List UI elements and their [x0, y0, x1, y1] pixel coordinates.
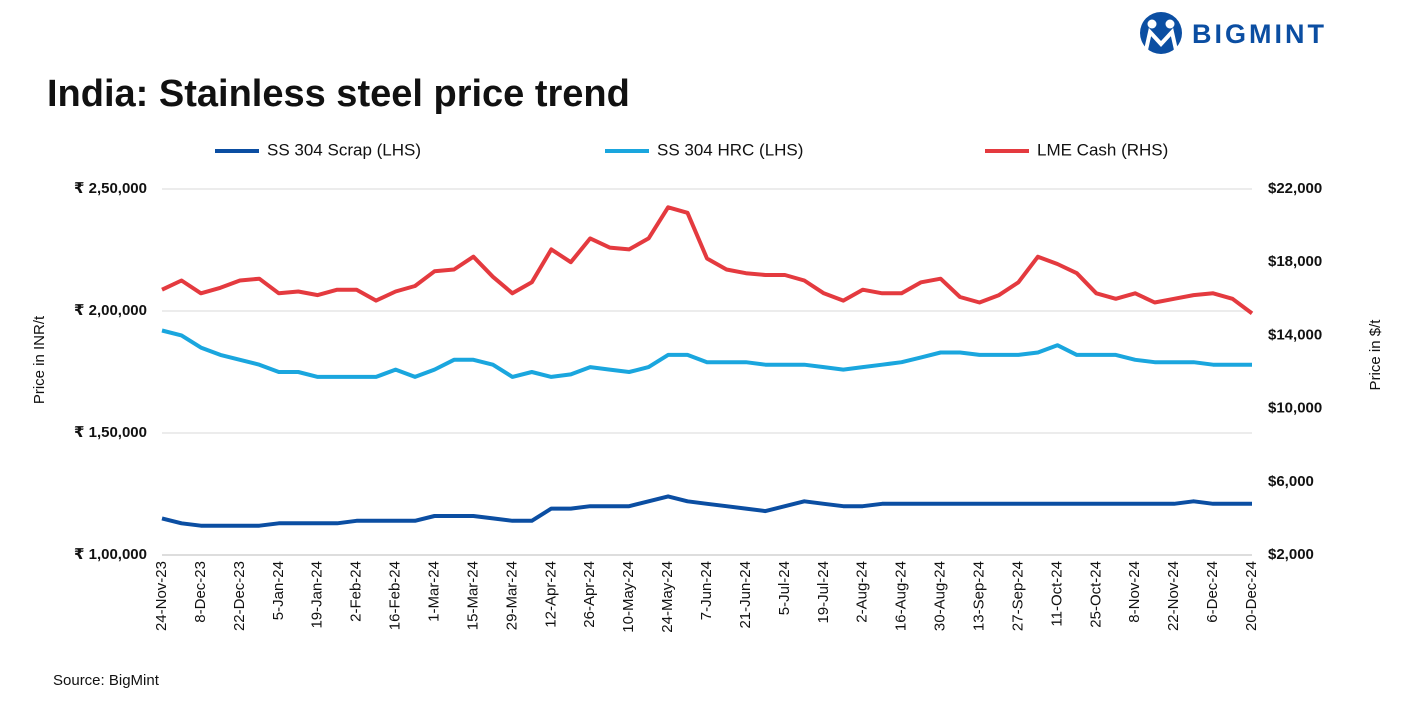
x-tick-label: 22-Dec-23	[231, 561, 248, 631]
x-tick-label: 12-Apr-24	[542, 561, 559, 628]
x-tick-label: 20-Dec-24	[1243, 561, 1260, 631]
x-tick-label: 5-Jul-24	[776, 561, 793, 615]
x-tick-label: 1-Mar-24	[425, 561, 442, 622]
logo-icon-dot	[1147, 19, 1157, 29]
x-tick-label: 8-Dec-23	[192, 561, 209, 623]
x-tick-label: 13-Sep-24	[970, 561, 987, 631]
line-series	[161, 328, 1252, 379]
legend-label: LME Cash (RHS)	[1037, 140, 1168, 159]
y-tick-label: ₹ 2,00,000	[74, 302, 147, 319]
x-tick-label: 2-Aug-24	[854, 561, 871, 623]
x-tick-label: 19-Jan-24	[309, 561, 326, 629]
x-tick-label: 25-Oct-24	[1087, 561, 1104, 628]
x-tick-label: 11-Oct-24	[1048, 561, 1065, 627]
x-tick-label: 6-Dec-24	[1204, 561, 1221, 623]
source: Source: BigMint	[53, 672, 160, 689]
y2-tick-label: $2,000	[1268, 546, 1314, 563]
x-tick-label: 10-May-24	[620, 561, 637, 633]
x-tick-label: 19-Jul-24	[815, 561, 832, 624]
x-tick-label: 24-Nov-23	[153, 561, 170, 631]
y2-tick-label: $22,000	[1268, 180, 1322, 197]
y-tick-label: ₹ 1,00,000	[74, 546, 147, 563]
x-tick-label: 21-Jun-24	[737, 561, 754, 629]
logo-icon-dot	[1165, 19, 1175, 29]
chart-title: India: Stainless steel price trend	[47, 73, 630, 115]
y2-axis-label: Price in $/t	[1367, 319, 1384, 391]
x-tick-label: 8-Nov-24	[1126, 561, 1143, 623]
brand: BIGMINT	[1192, 19, 1327, 49]
y-axis-label: Price in INR/t	[31, 315, 48, 404]
x-tick-label: 24-May-24	[659, 561, 676, 633]
x-tick-label: 30-Aug-24	[932, 561, 949, 631]
y2-tick-label: $14,000	[1268, 326, 1322, 343]
line-series	[161, 205, 1254, 316]
y2-tick-label: $10,000	[1268, 400, 1322, 417]
line-series	[161, 494, 1252, 528]
x-tick-label: 16-Feb-24	[387, 561, 404, 630]
x-tick-label: 22-Nov-24	[1165, 561, 1182, 631]
y-tick-label: ₹ 1,50,000	[74, 424, 147, 441]
x-tick-label: 26-Apr-24	[581, 561, 598, 628]
y2-tick-label: $6,000	[1268, 473, 1314, 490]
x-tick-label: 16-Aug-24	[893, 561, 910, 631]
x-tick-label: 5-Jan-24	[270, 561, 287, 620]
y-tick-label: ₹ 2,50,000	[74, 180, 147, 197]
x-tick-label: 15-Mar-24	[464, 561, 481, 630]
logo	[1140, 12, 1182, 54]
x-tick-label: 7-Jun-24	[698, 561, 715, 620]
legend-label: SS 304 Scrap (LHS)	[267, 140, 421, 159]
legend-label: SS 304 HRC (LHS)	[657, 140, 803, 159]
x-tick-label: 29-Mar-24	[503, 561, 520, 630]
logo-icon-m	[1144, 27, 1178, 51]
x-tick-label: 2-Feb-24	[348, 561, 365, 622]
x-tick-label: 27-Sep-24	[1009, 561, 1026, 631]
y2-tick-label: $18,000	[1268, 253, 1322, 270]
